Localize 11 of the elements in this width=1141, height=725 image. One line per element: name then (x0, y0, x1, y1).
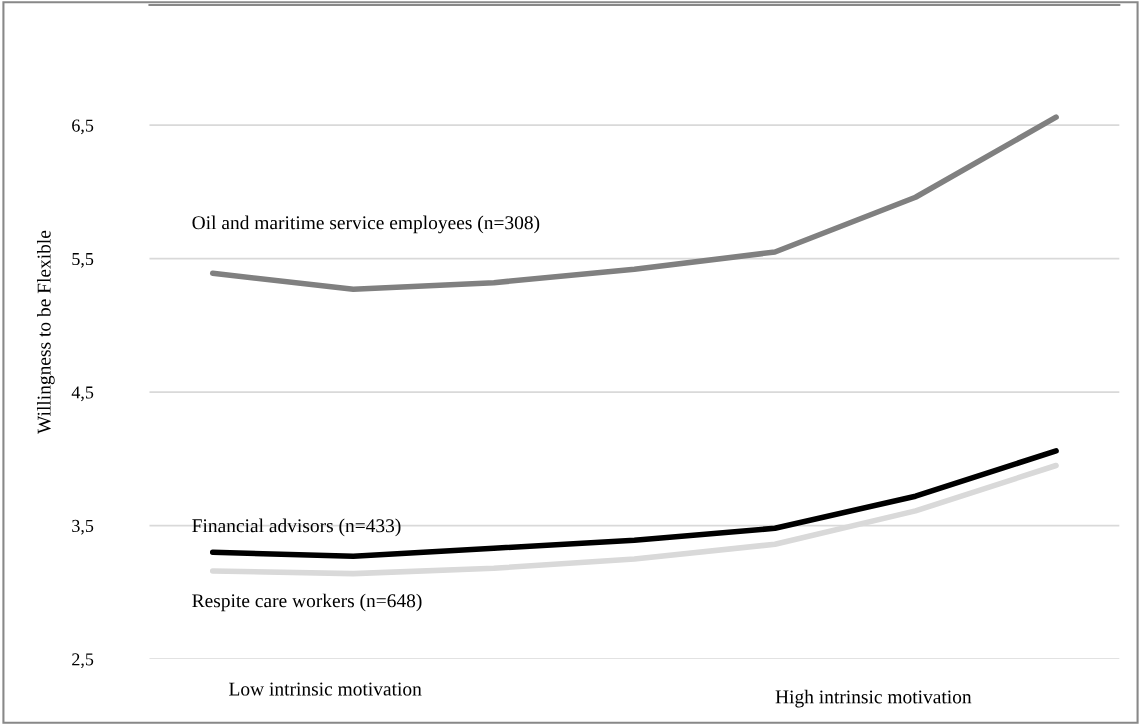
y-axis-title: Willingness to be Flexible (36, 230, 55, 434)
y-tick-label: 2,5 (72, 653, 94, 669)
text: Low intrinsic motivation (229, 682, 422, 696)
series-label: Financial advisors (n=433) (192, 518, 401, 537)
y-tick-label: 5,5 (72, 253, 94, 268)
y-tick-label: 6,5 (72, 119, 94, 135)
text: Oil and maritime service employees (n=308) (192, 215, 540, 234)
y-tick-label: 4,5 (71, 386, 94, 402)
text: High intrinsic motivation (775, 689, 972, 708)
y-tick-label: 3,5 (72, 519, 94, 535)
series-label: Respite care workers (n=648) (192, 593, 422, 612)
